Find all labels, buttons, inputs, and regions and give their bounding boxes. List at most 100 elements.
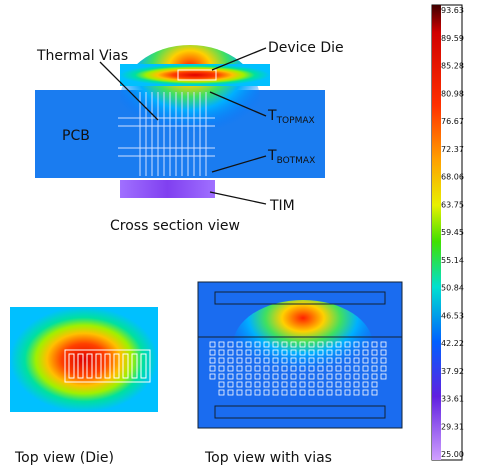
pcb-heat — [120, 45, 260, 155]
outline — [214, 291, 386, 305]
via — [86, 353, 93, 379]
via — [209, 349, 216, 356]
via — [362, 349, 369, 356]
via — [335, 389, 342, 396]
colorbar-label: 25.00 — [441, 450, 464, 459]
via — [140, 353, 147, 379]
via — [371, 365, 378, 372]
via — [281, 349, 288, 356]
via — [236, 341, 243, 348]
via — [362, 341, 369, 348]
via — [290, 341, 297, 348]
via — [281, 373, 288, 380]
via — [290, 381, 297, 388]
via — [254, 389, 261, 396]
via — [272, 365, 279, 372]
via — [236, 357, 243, 364]
via — [353, 365, 360, 372]
via — [227, 349, 234, 356]
via — [131, 353, 138, 379]
colorbar-label: 89.59 — [441, 34, 464, 43]
via — [353, 381, 360, 388]
via — [245, 373, 252, 380]
colorbar-label: 50.84 — [441, 284, 464, 293]
colorbar-label: 68.06 — [441, 173, 464, 182]
board-vias — [209, 341, 387, 396]
via — [326, 381, 333, 388]
label-main: T — [267, 108, 277, 124]
via — [281, 381, 288, 388]
via — [326, 357, 333, 364]
label-sub: TOPMAX — [276, 116, 315, 126]
colorbar-label: 55.14 — [441, 256, 464, 265]
via — [227, 373, 234, 380]
via — [263, 389, 270, 396]
via — [263, 365, 270, 372]
caption: Cross section view — [110, 218, 240, 234]
via — [290, 349, 297, 356]
via — [209, 341, 216, 348]
via — [371, 381, 378, 388]
via — [281, 365, 288, 372]
via — [353, 389, 360, 396]
via — [335, 349, 342, 356]
colorbar-labels: 93.63 89.59 85.28 80.98 76.67 72.37 68.06 63.75… — [441, 6, 464, 459]
via — [272, 341, 279, 348]
tim-layer — [120, 180, 215, 198]
via — [236, 365, 243, 372]
via — [104, 353, 111, 379]
colorbar-label: 72.37 — [441, 145, 464, 154]
via — [254, 365, 261, 372]
via — [272, 389, 279, 396]
via — [317, 349, 324, 356]
via — [335, 381, 342, 388]
via — [326, 373, 333, 380]
via — [236, 349, 243, 356]
via — [281, 357, 288, 364]
label: PCB — [62, 128, 90, 144]
via — [380, 373, 387, 380]
via — [344, 389, 351, 396]
die-top-heat — [10, 307, 158, 412]
via — [263, 349, 270, 356]
via — [236, 373, 243, 380]
via — [326, 389, 333, 396]
via — [344, 373, 351, 380]
via — [254, 373, 261, 380]
via — [209, 357, 216, 364]
via — [281, 341, 288, 348]
via — [371, 357, 378, 364]
via — [218, 349, 225, 356]
via — [308, 365, 315, 372]
via — [299, 381, 306, 388]
via — [353, 341, 360, 348]
via — [326, 365, 333, 372]
via — [380, 349, 387, 356]
via — [227, 381, 234, 388]
via — [290, 365, 297, 372]
via — [344, 365, 351, 372]
via — [245, 389, 252, 396]
via — [227, 341, 234, 348]
label: Thermal Vias — [36, 48, 128, 64]
colorbar-label: 42.22 — [441, 339, 464, 348]
via — [218, 341, 225, 348]
via — [353, 373, 360, 380]
via — [317, 341, 324, 348]
colorbar-label: 29.31 — [441, 422, 464, 431]
via — [254, 341, 261, 348]
via — [299, 357, 306, 364]
via — [317, 389, 324, 396]
label: TBOTMAX — [267, 148, 315, 166]
via — [122, 353, 129, 379]
board-heat — [233, 300, 373, 390]
via — [290, 389, 297, 396]
via — [335, 357, 342, 364]
via — [380, 365, 387, 372]
via — [218, 381, 225, 388]
via — [227, 389, 234, 396]
via — [362, 373, 369, 380]
via — [308, 341, 315, 348]
colorbar-label: 59.45 — [441, 228, 464, 237]
label-main: T — [267, 148, 277, 164]
